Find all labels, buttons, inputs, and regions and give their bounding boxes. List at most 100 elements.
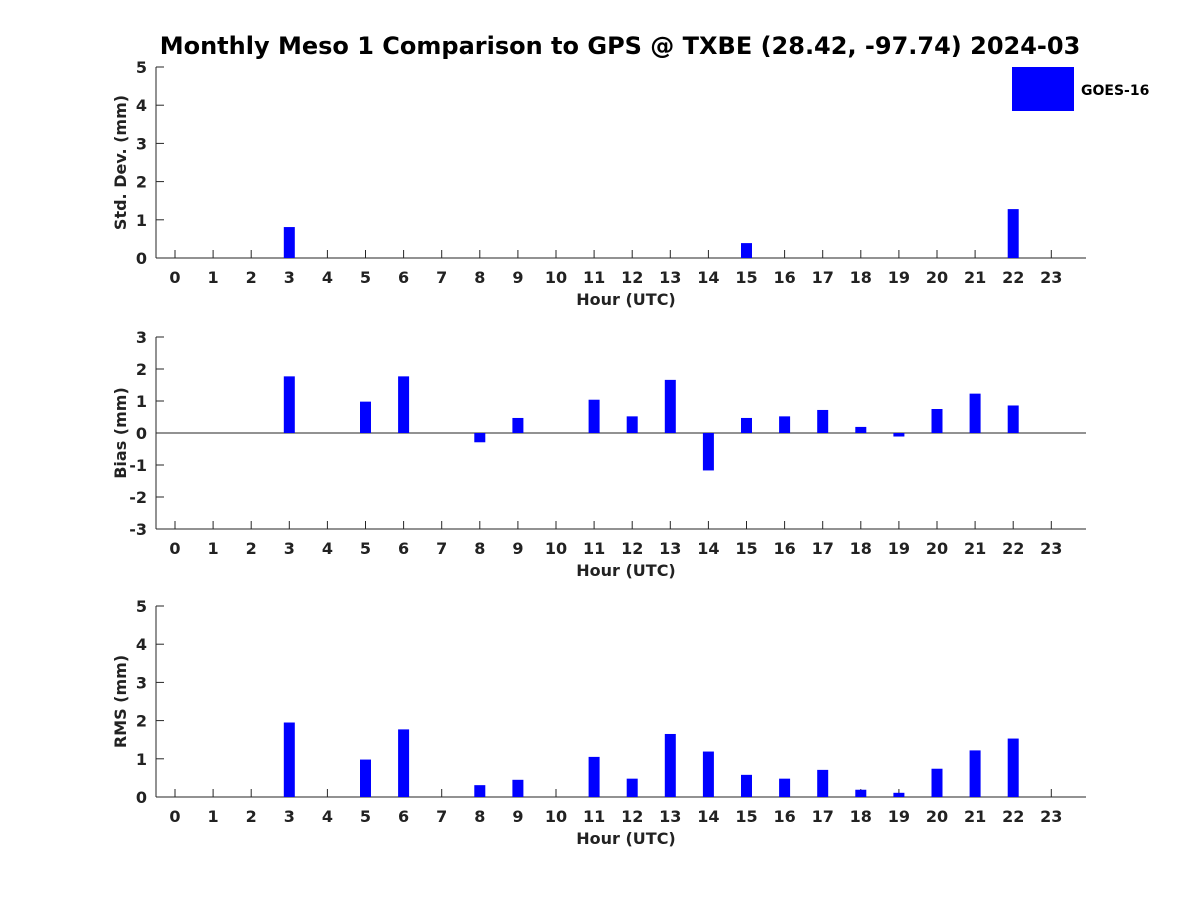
- bias-x-tick-label: 7: [436, 539, 447, 558]
- std-dev-bar: [283, 227, 295, 258]
- bias-x-tick-label: 19: [888, 539, 910, 558]
- std-dev-x-tick-label: 7: [436, 268, 447, 287]
- bias-y-tick-label: -2: [129, 488, 147, 507]
- bias-x-tick-label: 2: [246, 539, 257, 558]
- rms-x-tick-label: 3: [284, 807, 295, 826]
- rms-y-tick-label: 3: [136, 673, 147, 692]
- rms-y-tick-label: 1: [136, 750, 147, 769]
- bias-bar: [283, 376, 295, 433]
- std-dev-x-tick-label: 15: [735, 268, 757, 287]
- bias-x-tick-label: 20: [926, 539, 948, 558]
- std-dev-bar: [1007, 209, 1019, 258]
- std-dev-y-axis-label: Std. Dev. (mm): [111, 95, 130, 230]
- std-dev-x-tick-label: 4: [322, 268, 333, 287]
- rms-bar: [512, 779, 524, 797]
- std-dev-x-tick-label: 19: [888, 268, 910, 287]
- legend-swatch: [1012, 67, 1074, 111]
- bias-y-tick-label: 3: [136, 328, 147, 347]
- rms-bar: [588, 756, 600, 797]
- bias-y-tick-label: -3: [129, 520, 147, 539]
- rms-x-tick-label: 10: [545, 807, 567, 826]
- std-dev-y-tick-label: 1: [136, 211, 147, 230]
- rms-x-tick-label: 8: [474, 807, 485, 826]
- rms-bar: [474, 785, 486, 797]
- rms-x-tick-label: 14: [697, 807, 719, 826]
- rms-y-tick-label: 5: [136, 597, 147, 616]
- rms-bar: [893, 792, 905, 797]
- bias-x-tick-label: 5: [360, 539, 371, 558]
- rms-bar: [702, 751, 714, 797]
- rms-x-tick-label: 17: [812, 807, 834, 826]
- rms-x-tick-label: 22: [1002, 807, 1024, 826]
- bias-x-tick-label: 16: [773, 539, 795, 558]
- bias-bar: [779, 416, 791, 433]
- bias-y-tick-label: 0: [136, 424, 147, 443]
- bias-x-tick-label: 21: [964, 539, 986, 558]
- rms-bar: [779, 778, 791, 797]
- std-dev-x-tick-label: 0: [169, 268, 180, 287]
- rms-x-axis-label: Hour (UTC): [576, 829, 676, 848]
- rms-x-tick-label: 23: [1040, 807, 1062, 826]
- rms-x-tick-label: 20: [926, 807, 948, 826]
- bias-bar: [817, 409, 829, 433]
- rms-bar: [360, 759, 371, 797]
- std-dev-x-tick-label: 12: [621, 268, 643, 287]
- bias-x-tick-label: 17: [812, 539, 834, 558]
- rms-x-tick-label: 16: [773, 807, 795, 826]
- std-dev-x-tick-label: 16: [773, 268, 795, 287]
- bias-bar: [398, 376, 410, 433]
- std-dev-y-tick-label: 2: [136, 173, 147, 192]
- rms-bar: [283, 722, 295, 797]
- rms-bar: [626, 778, 638, 797]
- bias-x-tick-label: 14: [697, 539, 719, 558]
- bias-x-tick-label: 4: [322, 539, 333, 558]
- bias-x-tick-label: 13: [659, 539, 681, 558]
- rms-x-tick-label: 18: [850, 807, 872, 826]
- bias-bar: [893, 433, 905, 437]
- std-dev-y-tick-label: 4: [136, 96, 147, 115]
- rms-x-tick-label: 12: [621, 807, 643, 826]
- bias-x-axis-label: Hour (UTC): [576, 561, 676, 580]
- std-dev-x-tick-label: 9: [512, 268, 523, 287]
- bias-y-tick-label: 2: [136, 360, 147, 379]
- bias-x-tick-label: 3: [284, 539, 295, 558]
- bias-x-tick-label: 10: [545, 539, 567, 558]
- rms-bar: [398, 729, 410, 797]
- rms-bar: [817, 769, 829, 797]
- rms-y-tick-label: 2: [136, 712, 147, 731]
- rms-x-tick-label: 13: [659, 807, 681, 826]
- bias-bar: [702, 433, 714, 471]
- rms-x-tick-label: 5: [360, 807, 371, 826]
- std-dev-bar: [741, 243, 752, 258]
- rms-x-tick-label: 21: [964, 807, 986, 826]
- bias-x-tick-label: 1: [208, 539, 219, 558]
- rms-x-tick-label: 0: [169, 807, 180, 826]
- std-dev-x-tick-label: 10: [545, 268, 567, 287]
- std-dev-y-tick-label: 0: [136, 249, 147, 268]
- rms-bar: [1007, 738, 1019, 797]
- bias-x-tick-label: 12: [621, 539, 643, 558]
- rms-y-tick-label: 0: [136, 788, 147, 807]
- bias-bar: [855, 426, 867, 433]
- std-dev-x-tick-label: 6: [398, 268, 409, 287]
- rms-y-tick-label: 4: [136, 635, 147, 654]
- legend: GOES-16: [1012, 67, 1149, 111]
- rms-x-tick-label: 15: [735, 807, 757, 826]
- rms-bar: [855, 789, 867, 797]
- bias-bar: [626, 416, 638, 433]
- std-dev-x-tick-label: 5: [360, 268, 371, 287]
- rms-bar: [969, 750, 981, 797]
- bias-bar: [664, 379, 676, 433]
- std-dev-x-tick-label: 14: [697, 268, 719, 287]
- rms-x-tick-label: 19: [888, 807, 910, 826]
- chart-title: Monthly Meso 1 Comparison to GPS @ TXBE …: [160, 32, 1081, 60]
- std-dev-x-tick-label: 11: [583, 268, 605, 287]
- bias-bar: [969, 393, 981, 433]
- std-dev-x-tick-label: 22: [1002, 268, 1024, 287]
- std-dev-x-tick-label: 23: [1040, 268, 1062, 287]
- std-dev-x-tick-label: 17: [812, 268, 834, 287]
